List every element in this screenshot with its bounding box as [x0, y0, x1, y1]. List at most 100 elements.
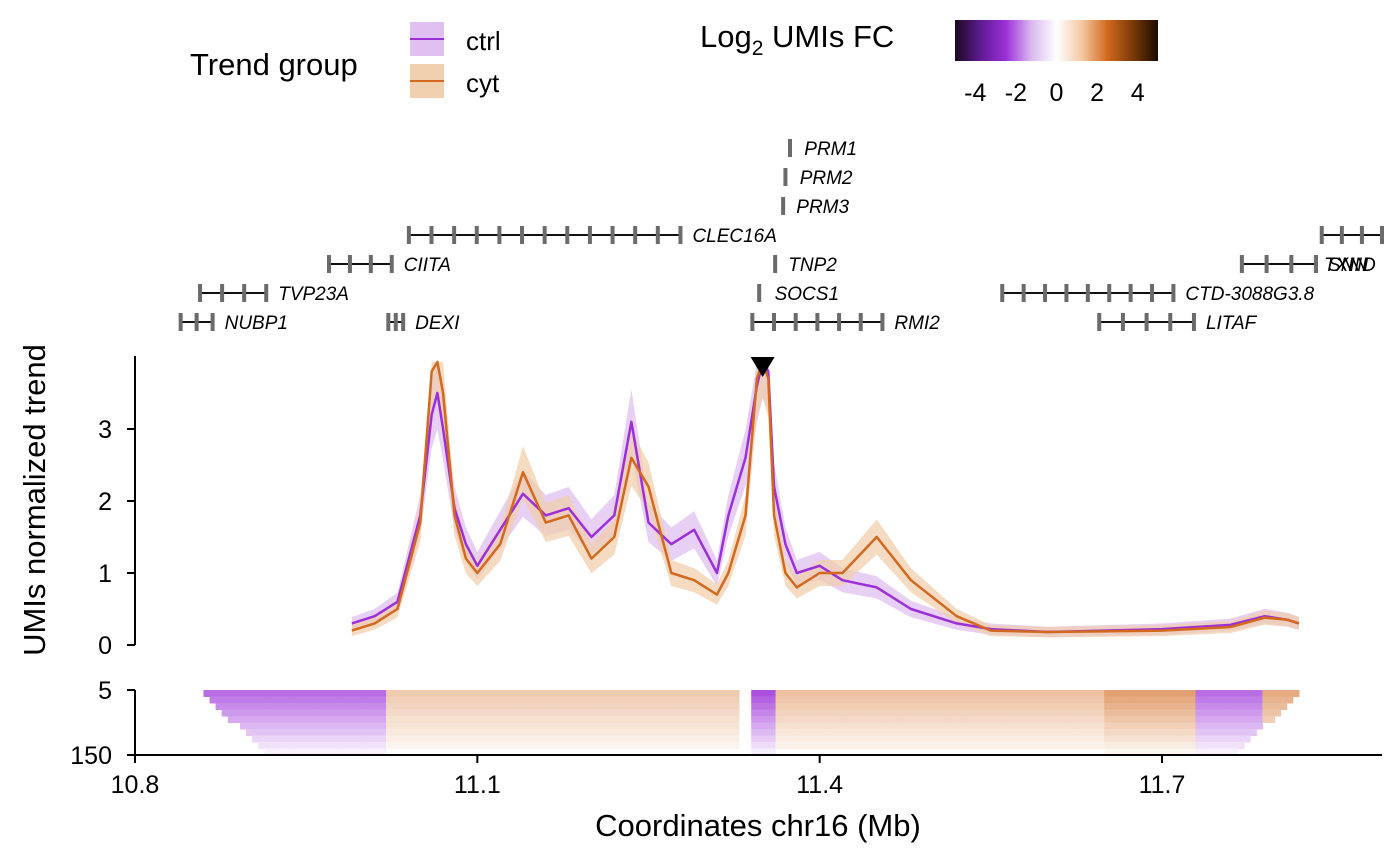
heatmap-cell — [812, 735, 819, 743]
heatmap-cell — [891, 690, 898, 697]
heatmap-cell — [763, 748, 770, 756]
x-tick-label: 11.7 — [1139, 771, 1186, 799]
heatmap-cell — [544, 690, 551, 697]
heatmap-cell — [1110, 716, 1117, 723]
heatmap-cell — [605, 690, 612, 697]
heatmap-cell — [337, 709, 344, 717]
y-tick-label: 1 — [98, 560, 112, 588]
heatmap-cell — [617, 742, 624, 749]
heatmap-cell — [647, 690, 655, 697]
heatmap-cell — [513, 690, 521, 697]
heatmap-cell — [373, 735, 381, 743]
heatmap-cell — [769, 742, 777, 749]
heatmap-cell — [538, 696, 545, 704]
heatmap-cell — [1043, 729, 1050, 736]
heatmap-cell — [489, 735, 497, 743]
heatmap-cell — [885, 722, 892, 730]
heatmap-cell — [1061, 709, 1069, 717]
heatmap-cell — [1000, 703, 1008, 710]
heatmap-cell — [617, 735, 624, 743]
heatmap-cell — [915, 735, 923, 743]
heatmap-cell — [1037, 735, 1044, 743]
heatmap-cell — [349, 742, 357, 749]
heatmap-cell — [1092, 729, 1099, 736]
heatmap-cell — [386, 716, 393, 723]
heatmap-cell — [258, 735, 265, 743]
heatmap-cell — [379, 722, 387, 730]
heatmap-cell — [477, 716, 484, 723]
heatmap-cell — [885, 735, 892, 743]
heatmap-cell — [824, 703, 831, 710]
heatmap-cell — [653, 742, 661, 749]
heatmap-cell — [799, 716, 807, 723]
heatmap-cell — [720, 722, 728, 730]
heatmap-cell — [477, 703, 484, 710]
heatmap-cell — [282, 716, 290, 723]
heatmap-cell — [1000, 729, 1008, 736]
heatmap-cell — [897, 742, 904, 749]
heatmap-cell — [452, 690, 460, 697]
heatmap-cell — [507, 716, 515, 723]
heatmap-cell — [513, 742, 521, 749]
heatmap-cell — [1158, 722, 1166, 730]
heatmap-cell — [903, 716, 910, 723]
heatmap-cell — [1025, 690, 1032, 697]
heatmap-cell — [781, 696, 789, 704]
heatmap-cell — [812, 716, 819, 723]
heatmap-cell — [921, 703, 929, 710]
heatmap-cell — [933, 742, 941, 749]
heatmap-cell — [945, 742, 953, 749]
heatmap-cell — [726, 722, 734, 730]
heatmap-cell — [386, 709, 393, 717]
heatmap-cell — [866, 690, 874, 697]
gene-label: SOCS1 — [775, 284, 839, 305]
heatmap-cell — [915, 703, 923, 710]
heatmap-cell — [544, 696, 551, 704]
x-tick-label: 10.8 — [111, 771, 160, 799]
heatmap-cell — [599, 696, 606, 704]
heatmap-cell — [367, 709, 375, 717]
heatmap-cell — [1098, 690, 1105, 697]
heatmap-cell — [842, 729, 850, 736]
heatmap-cell — [988, 716, 996, 723]
heatmap-cell — [1195, 709, 1203, 717]
heatmap-cell — [848, 716, 856, 723]
heatmap-cell — [532, 742, 539, 749]
heatmap-cell — [392, 709, 399, 717]
heatmap-cell — [489, 696, 497, 704]
heatmap-cell — [373, 729, 381, 736]
heatmap-cell — [471, 722, 478, 730]
heatmap-cell — [434, 690, 442, 697]
heatmap-cell — [1049, 709, 1056, 717]
heatmap-cell — [812, 696, 819, 704]
heatmap-cell — [793, 735, 801, 743]
heatmap-cell — [246, 696, 253, 704]
heatmap-cell — [897, 690, 904, 697]
heatmap-cell — [714, 703, 722, 710]
heatmap-cell — [526, 716, 533, 723]
gene-exon — [1097, 313, 1102, 331]
heatmap-cell — [775, 729, 783, 736]
heatmap-cell — [1152, 703, 1160, 710]
heatmap-cell — [964, 709, 971, 717]
heatmap-cell — [842, 696, 850, 704]
heatmap-cell — [1085, 703, 1093, 710]
heatmap-cell — [1213, 735, 1221, 743]
heatmap-cell — [836, 690, 843, 697]
heatmap-cell — [945, 729, 953, 736]
heatmap-cell — [641, 729, 649, 736]
heatmap-cell — [611, 722, 618, 730]
heatmap-cell — [483, 696, 491, 704]
heatmap-cell — [952, 722, 959, 730]
heatmap-cell — [927, 690, 935, 697]
gene-clec16a: CLEC16A — [406, 226, 777, 247]
heatmap-cell — [665, 716, 673, 723]
heatmap-cell — [605, 716, 612, 723]
heatmap-cell — [1225, 703, 1233, 710]
heatmap-cell — [672, 722, 679, 730]
heatmap-cell — [562, 742, 570, 749]
heatmap-cell — [696, 742, 704, 749]
heatmap-cell — [1213, 742, 1221, 749]
heatmap-cell — [696, 716, 704, 723]
heatmap-cell — [1025, 709, 1032, 717]
